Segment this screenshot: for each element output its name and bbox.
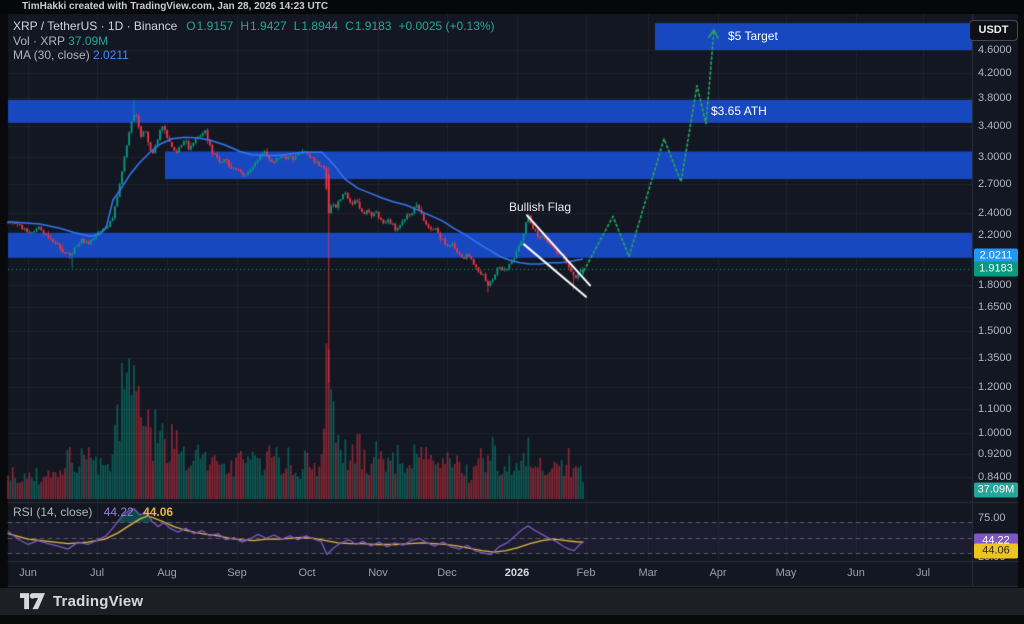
time-tick: May	[775, 567, 797, 579]
price-tick: 3.8000	[978, 91, 1012, 104]
time-tick: Nov	[368, 567, 388, 579]
time-tick: Oct	[298, 567, 316, 579]
ohlc-values: O1.9157 H1.9427 L1.8944 C1.9183 +0.0025 (+0.…	[186, 19, 501, 33]
rsi-label: RSI (14, close)	[13, 505, 93, 519]
ohlc-value: 1.9157	[196, 19, 234, 33]
time-tick: Jul	[89, 567, 105, 579]
time-tick: Sep	[227, 567, 247, 579]
ohlc-value: 1.8944	[301, 19, 339, 33]
legend-row-ma: MA (30, close) 2.0211	[13, 48, 502, 63]
time-tick: Apr	[709, 567, 727, 579]
price-tick: 2.4000	[978, 207, 1012, 220]
last-price-tag: 1.9183	[974, 261, 1018, 277]
price-tick: 4.6000	[978, 44, 1012, 56]
attribution-bar: TimHakki created with TradingView.com, J…	[0, 0, 1024, 14]
volume-label: Vol · XRP	[13, 33, 65, 48]
volume-value: 37.09M	[68, 33, 109, 48]
legend-row-volume: Vol · XRP 37.09M	[13, 34, 502, 49]
price-tick: 1.5000	[978, 325, 1012, 338]
chart-legend: XRP / TetherUS · 1D · Binance O1.9157 H1.9…	[13, 19, 502, 63]
ma-price-tag: 2.0211	[974, 248, 1018, 264]
time-tick: Jun	[19, 567, 37, 579]
ohlc-value: 1.9183	[354, 19, 392, 33]
time-tick: Jun	[847, 567, 865, 579]
time-axis[interactable]: Jun Jul Aug Sep Oct Nov Dec 2026 Feb Mar Apr May Jun…	[8, 562, 1018, 586]
volume-tag: 37.09M	[974, 482, 1018, 498]
ath-zone-label: $3.65 ATH	[711, 104, 767, 118]
ma-value: 2.0211	[93, 48, 129, 62]
price-tick: 0.8400	[978, 470, 1012, 483]
footer-bar: TradingView	[0, 588, 1024, 615]
price-tick: 1.0000	[978, 426, 1012, 439]
ohlc-letter: O	[186, 19, 196, 33]
price-tick: 3.0000	[978, 151, 1012, 164]
bullish-flag-label: Bullish Flag	[509, 200, 572, 214]
rsi-ma-value: 44.06	[143, 505, 174, 519]
currency-toggle-button[interactable]: USDT	[969, 20, 1018, 41]
legend-row-symbol: XRP / TetherUS · 1D · Binance O1.9157 H1.9…	[13, 19, 502, 34]
ohlc-letter: L	[293, 19, 301, 33]
time-tick: Aug	[157, 567, 177, 579]
ma-label: MA (30, close)	[13, 48, 90, 62]
time-tick: Dec	[437, 567, 457, 579]
time-tick: Feb	[576, 567, 596, 579]
price-tick: 1.3500	[978, 351, 1012, 364]
price-tick: 2.2000	[978, 229, 1012, 242]
time-tick: 2026	[504, 567, 530, 579]
tradingview-logo-icon[interactable]	[20, 593, 45, 610]
rsi-value: 44.22	[103, 505, 134, 519]
symbol-title: XRP / TetherUS · 1D · Binance	[13, 19, 178, 33]
price-axis[interactable]: 4.6000 4.2000 3.8000 3.4000 3.0000 2.7000 2.40…	[974, 14, 1024, 586]
change-value: +0.0025 (+0.13%)	[398, 19, 495, 33]
target-zone-label: $5 Target	[728, 29, 778, 43]
price-tick: 1.1000	[978, 403, 1012, 416]
time-tick: Mar	[638, 567, 658, 579]
price-tick: 1.8000	[978, 279, 1012, 292]
rsi-ma-value-tag: 44.06	[974, 543, 1018, 559]
price-tick: 0.9200	[978, 447, 1012, 460]
ohlc-value: 1.9427	[250, 19, 287, 33]
price-tick: 3.4000	[978, 119, 1012, 132]
rsi-tick: 75.00	[978, 512, 1006, 525]
ohlc-letter: C	[345, 19, 354, 33]
rsi-legend: RSI (14, close) 44.22 44.06	[13, 505, 173, 519]
attribution-text: TimHakki created with TradingView.com, J…	[22, 1, 329, 12]
brand-name[interactable]: TradingView	[53, 593, 144, 610]
price-tick: 4.2000	[978, 66, 1012, 79]
time-tick: Jul	[915, 567, 931, 579]
price-tick: 1.6500	[978, 301, 1012, 314]
price-tick: 1.2000	[978, 381, 1012, 394]
ohlc-letter: H	[240, 19, 250, 33]
price-tick: 2.7000	[978, 177, 1012, 190]
price-chart-canvas[interactable]	[0, 0, 1024, 588]
